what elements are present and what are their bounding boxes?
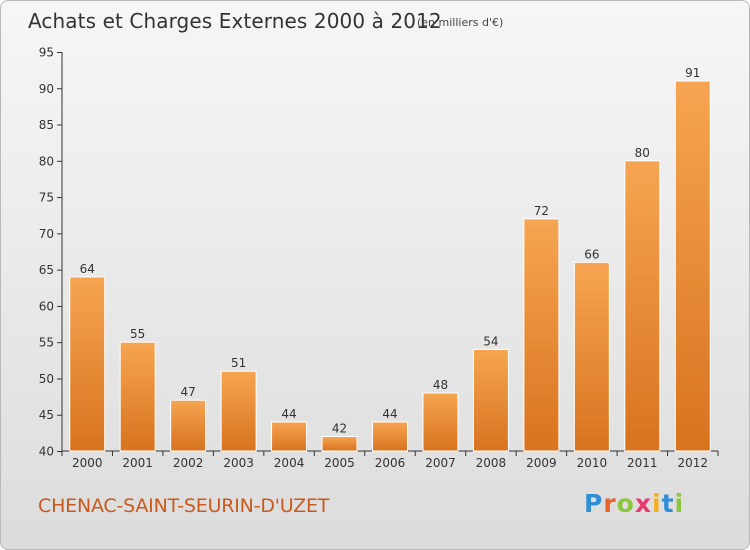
x-tick-label: 2003 <box>223 456 254 470</box>
logo-letter: i <box>674 489 685 518</box>
data-label-2004: 44 <box>281 407 296 421</box>
x-tick-label: 2004 <box>274 456 305 470</box>
x-tick-label: 2006 <box>375 456 406 470</box>
x-tick-label: 2002 <box>173 456 204 470</box>
x-tick-label: 2007 <box>425 456 456 470</box>
bar-2002 <box>170 399 207 452</box>
data-label-2002: 47 <box>181 385 196 399</box>
y-tick-label: 80 <box>39 154 54 168</box>
data-label-2011: 80 <box>635 146 650 160</box>
y-tick-label: 90 <box>39 82 54 96</box>
data-labels: 64 55 47 51 44 42 44 48 54 72 66 80 91 <box>80 66 701 435</box>
data-label-2012: 91 <box>685 66 700 80</box>
bar-2011 <box>624 160 661 452</box>
bar-2003 <box>220 370 257 452</box>
x-tick-label: 2005 <box>324 456 355 470</box>
proxiti-logo[interactable]: Proxiti <box>584 489 684 518</box>
data-label-2007: 48 <box>433 378 448 392</box>
bar-2001 <box>119 341 156 452</box>
y-tick-label: 50 <box>39 372 54 386</box>
data-label-2008: 54 <box>483 334 498 348</box>
data-label-2000: 64 <box>80 262 95 276</box>
x-tick-label: 2008 <box>476 456 507 470</box>
y-tick-label: 40 <box>39 445 54 459</box>
bar-2010 <box>573 261 610 452</box>
logo-letter: i <box>652 489 662 518</box>
logo-letter: P <box>584 489 604 518</box>
bar-2000 <box>69 276 106 452</box>
bar-2004 <box>271 421 308 452</box>
logo-letter: r <box>603 489 617 518</box>
bar-2005 <box>321 435 358 452</box>
data-label-2001: 55 <box>130 327 145 341</box>
x-tick-label: 2009 <box>526 456 557 470</box>
x-tick-label: 2010 <box>577 456 608 470</box>
y-tick-label: 65 <box>39 263 54 277</box>
y-tick-label: 75 <box>39 191 54 205</box>
bar-2009 <box>523 218 560 452</box>
chart-title: Achats et Charges Externes 2000 à 2012 <box>28 9 442 33</box>
logo-letter: x <box>634 489 652 518</box>
y-tick-label: 55 <box>39 336 54 350</box>
logo-letter: t <box>661 489 675 518</box>
data-label-2010: 66 <box>584 247 599 261</box>
data-label-2005: 42 <box>332 421 347 435</box>
commune-name: CHENAC-SAINT-SEURIN-D'UZET <box>38 495 330 517</box>
bar-2012 <box>674 80 711 452</box>
data-label-2009: 72 <box>534 204 549 218</box>
bars <box>69 80 711 452</box>
chart-unit: (en milliers d'€) <box>417 16 504 29</box>
y-tick-label: 60 <box>39 299 54 313</box>
y-tick-label: 95 <box>39 46 54 60</box>
y-tick-label: 85 <box>39 118 54 132</box>
bar-2006 <box>372 421 408 452</box>
bar-2008 <box>472 348 509 452</box>
x-tick-label: 2001 <box>122 456 153 470</box>
x-tick-label: 2011 <box>627 456 658 470</box>
x-tick-label: 2012 <box>677 456 708 470</box>
axes: 40 45 50 55 60 65 70 75 80 85 90 95 2000 2001 2002 2003… <box>39 46 719 470</box>
bar-2007 <box>422 392 459 452</box>
y-tick-label: 45 <box>39 408 54 422</box>
y-tick-label: 70 <box>39 227 54 241</box>
data-label-2003: 51 <box>231 356 246 370</box>
x-tick-label: 2000 <box>72 456 103 470</box>
data-label-2006: 44 <box>382 407 397 421</box>
logo-letter: o <box>616 489 635 518</box>
